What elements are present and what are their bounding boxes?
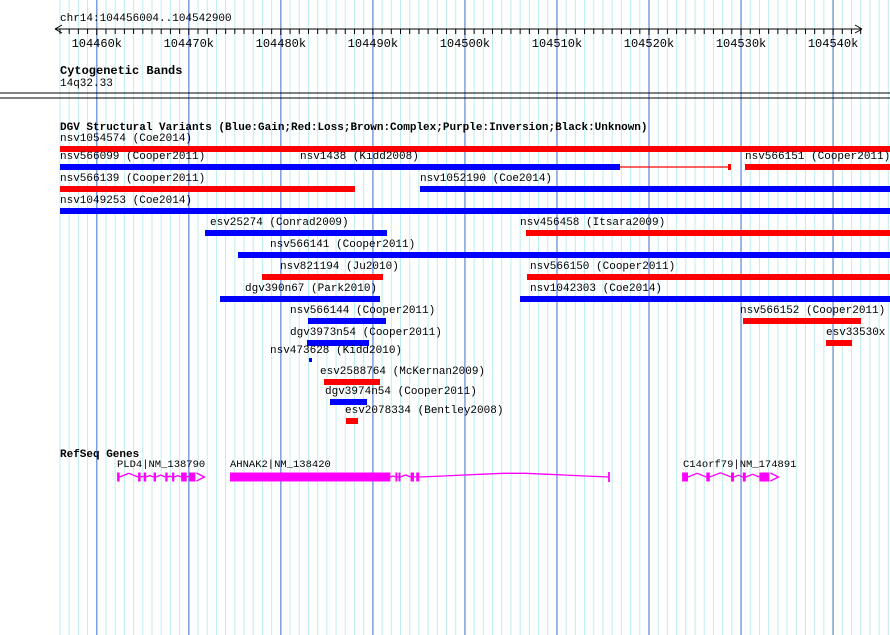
svg-text:nsv1042303 (Coe2014): nsv1042303 (Coe2014) bbox=[530, 283, 662, 295]
svg-text:104520k: 104520k bbox=[624, 37, 674, 51]
svg-text:104460k: 104460k bbox=[72, 37, 122, 51]
svg-text:nsv566150 (Cooper2011): nsv566150 (Cooper2011) bbox=[530, 261, 675, 273]
svg-text:104540k: 104540k bbox=[808, 37, 858, 51]
svg-text:chr14:104456004..104542900: chr14:104456004..104542900 bbox=[60, 13, 232, 25]
svg-text:C14orf79|NM_174891: C14orf79|NM_174891 bbox=[683, 459, 796, 471]
svg-text:nsv473628 (Kidd2010): nsv473628 (Kidd2010) bbox=[270, 345, 402, 357]
svg-text:dgv390n67 (Park2010): dgv390n67 (Park2010) bbox=[245, 283, 377, 295]
svg-text:nsv1052190 (Coe2014): nsv1052190 (Coe2014) bbox=[420, 173, 552, 185]
svg-text:AHNAK2|NM_138420: AHNAK2|NM_138420 bbox=[230, 459, 331, 471]
svg-text:14q32.33: 14q32.33 bbox=[60, 78, 113, 90]
svg-text:esv33530x: esv33530x bbox=[826, 327, 886, 339]
svg-text:104480k: 104480k bbox=[256, 37, 306, 51]
svg-text:esv2588764 (McKernan2009): esv2588764 (McKernan2009) bbox=[320, 366, 485, 378]
svg-text:104530k: 104530k bbox=[716, 37, 766, 51]
svg-text:nsv821194 (Ju2010): nsv821194 (Ju2010) bbox=[280, 261, 399, 273]
svg-text:dgv3973n54 (Cooper2011): dgv3973n54 (Cooper2011) bbox=[290, 327, 442, 339]
svg-text:esv25274 (Conrad2009): esv25274 (Conrad2009) bbox=[210, 217, 349, 229]
svg-text:nsv566152 (Cooper2011): nsv566152 (Cooper2011) bbox=[740, 305, 885, 317]
svg-text:Cytogenetic Bands: Cytogenetic Bands bbox=[60, 64, 182, 78]
svg-text:nsv566151 (Cooper2011): nsv566151 (Cooper2011) bbox=[745, 151, 890, 163]
svg-text:104490k: 104490k bbox=[348, 37, 398, 51]
svg-text:nsv1049253 (Coe2014): nsv1049253 (Coe2014) bbox=[60, 195, 192, 207]
svg-text:104500k: 104500k bbox=[440, 37, 490, 51]
svg-text:nsv566139 (Cooper2011): nsv566139 (Cooper2011) bbox=[60, 173, 205, 185]
svg-text:nsv1054574 (Coe2014): nsv1054574 (Coe2014) bbox=[60, 133, 192, 145]
svg-text:nsv1438 (Kidd2008): nsv1438 (Kidd2008) bbox=[300, 151, 419, 163]
svg-text:dgv3974n54 (Cooper2011): dgv3974n54 (Cooper2011) bbox=[325, 386, 477, 398]
svg-text:104510k: 104510k bbox=[532, 37, 582, 51]
svg-text:nsv566144 (Cooper2011): nsv566144 (Cooper2011) bbox=[290, 305, 435, 317]
svg-text:PLD4|NM_138790: PLD4|NM_138790 bbox=[117, 459, 205, 471]
svg-text:nsv456458 (Itsara2009): nsv456458 (Itsara2009) bbox=[520, 217, 665, 229]
svg-text:nsv566099 (Cooper2011): nsv566099 (Cooper2011) bbox=[60, 151, 205, 163]
svg-text:nsv566141 (Cooper2011): nsv566141 (Cooper2011) bbox=[270, 239, 415, 251]
svg-text:esv2078334 (Bentley2008): esv2078334 (Bentley2008) bbox=[345, 405, 503, 417]
svg-text:104470k: 104470k bbox=[164, 37, 214, 51]
